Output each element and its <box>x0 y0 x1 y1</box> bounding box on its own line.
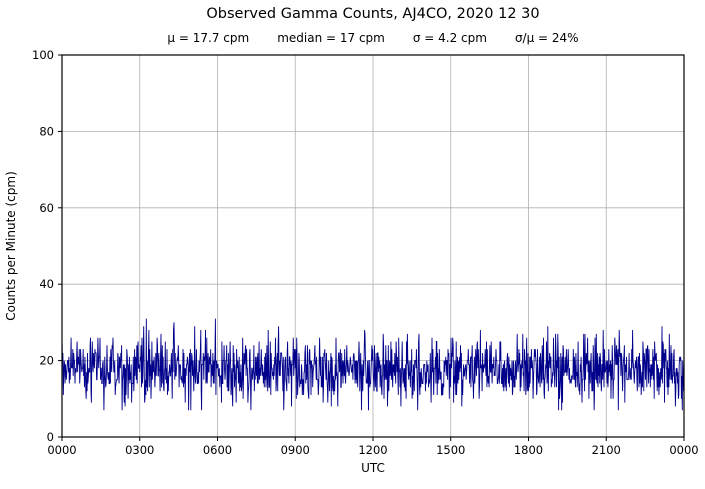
tick-labels: 0 20 40 60 80 100 0000 0300 0600 0900 1200 1500 1800… <box>32 48 699 457</box>
x-tick-label: 1500 <box>436 443 465 457</box>
x-tick-label: 0300 <box>125 443 154 457</box>
x-tick-label: 2100 <box>592 443 621 457</box>
x-axis-label: UTC <box>361 461 385 475</box>
x-tick-label: 0000 <box>669 443 698 457</box>
x-tick-label: 0000 <box>47 443 76 457</box>
stat-mean: μ = 17.7 cpm <box>167 31 250 45</box>
tick-marks <box>58 54 685 441</box>
chart-title: Observed Gamma Counts, AJ4CO, 2020 12 30 <box>206 6 540 22</box>
x-tick-label: 0600 <box>203 443 232 457</box>
x-tick-label: 1200 <box>358 443 387 457</box>
chart-subtitle: μ = 17.7 cpm median = 17 cpm σ = 4.2 cpm… <box>62 31 684 45</box>
y-tick-label: 100 <box>32 48 54 62</box>
y-tick-label: 40 <box>39 277 54 291</box>
x-tick-label: 1800 <box>514 443 543 457</box>
series-line-observed-gamma-counts <box>61 318 685 411</box>
y-tick-label: 80 <box>39 124 54 138</box>
stat-median: median = 17 cpm <box>277 31 385 45</box>
stat-ratio: σ/μ = 24% <box>514 31 579 45</box>
stat-sigma: σ = 4.2 cpm <box>412 31 487 45</box>
x-tick-label: 0900 <box>281 443 310 457</box>
y-axis-label: Counts per Minute (cpm) <box>4 171 18 321</box>
y-tick-label: 0 <box>47 430 54 444</box>
y-tick-label: 20 <box>39 354 54 368</box>
y-tick-label: 60 <box>39 201 54 215</box>
